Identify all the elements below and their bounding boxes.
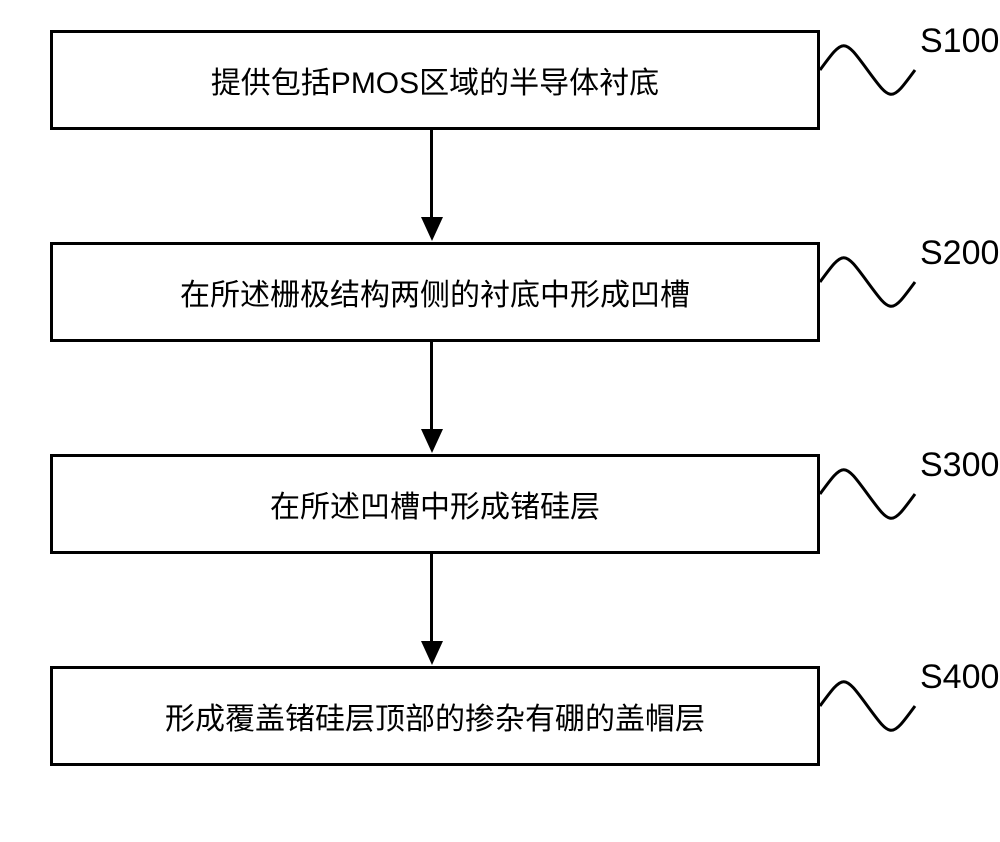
step-box-s300: 在所述凹槽中形成锗硅层 bbox=[50, 454, 820, 554]
step-label-s300: S300 bbox=[920, 446, 999, 485]
step-wave-s300 bbox=[820, 458, 915, 530]
step-text-s300: 在所述凹槽中形成锗硅层 bbox=[270, 482, 600, 526]
arrow-s300-s400 bbox=[430, 554, 433, 642]
step-box-s400: 形成覆盖锗硅层顶部的掺杂有硼的盖帽层 bbox=[50, 666, 820, 766]
step-wave-s400 bbox=[820, 670, 915, 742]
arrow-head-s100-s200 bbox=[421, 217, 443, 241]
step-box-s200: 在所述栅极结构两侧的衬底中形成凹槽 bbox=[50, 242, 820, 342]
step-text-s400: 形成覆盖锗硅层顶部的掺杂有硼的盖帽层 bbox=[165, 694, 705, 738]
step-text-s100: 提供包括PMOS区域的半导体衬底 bbox=[211, 58, 659, 102]
arrow-s100-s200 bbox=[430, 130, 433, 218]
step-label-s400: S400 bbox=[920, 658, 999, 697]
step-wave-s200 bbox=[820, 246, 915, 318]
step-wave-s100 bbox=[820, 34, 915, 106]
flowchart-canvas: 提供包括PMOS区域的半导体衬底 S100 在所述栅极结构两侧的衬底中形成凹槽 … bbox=[0, 0, 1000, 842]
arrow-head-s200-s300 bbox=[421, 429, 443, 453]
step-box-s100: 提供包括PMOS区域的半导体衬底 bbox=[50, 30, 820, 130]
arrow-s200-s300 bbox=[430, 342, 433, 430]
step-label-s100: S100 bbox=[920, 22, 999, 61]
step-text-s200: 在所述栅极结构两侧的衬底中形成凹槽 bbox=[180, 270, 690, 314]
step-label-s200: S200 bbox=[920, 234, 999, 273]
arrow-head-s300-s400 bbox=[421, 641, 443, 665]
